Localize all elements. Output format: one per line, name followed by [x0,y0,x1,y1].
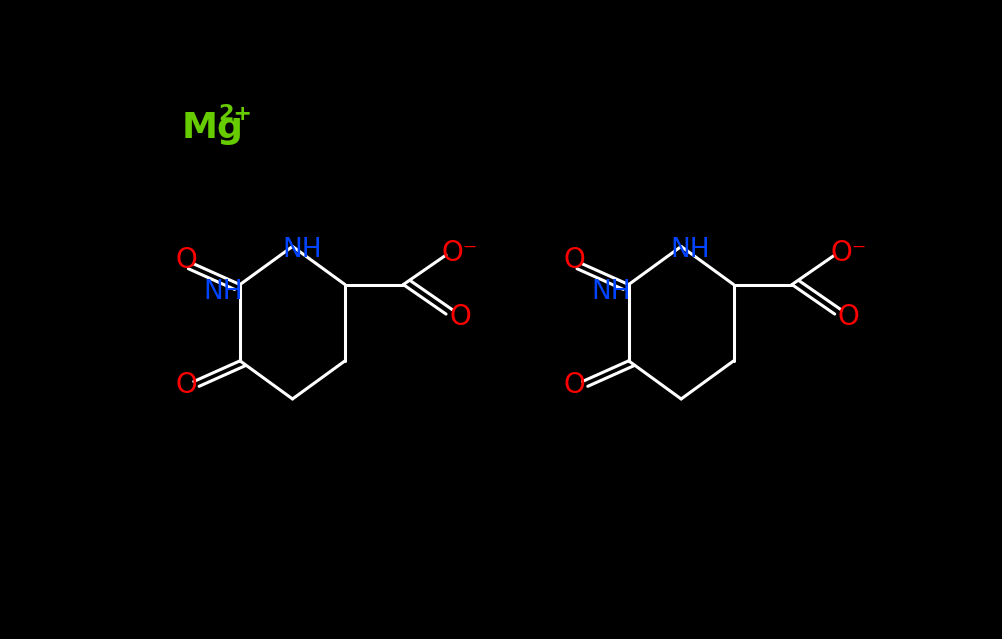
Text: O: O [175,246,196,274]
Text: O⁻: O⁻ [830,238,866,266]
Text: O⁻: O⁻ [442,238,478,266]
Text: O: O [175,371,196,399]
Text: O: O [449,302,471,330]
Text: Mg: Mg [181,111,242,145]
Text: NH: NH [282,237,322,263]
Text: NH: NH [591,279,630,305]
Text: O: O [837,302,859,330]
Text: NH: NH [670,237,709,263]
Text: 2+: 2+ [218,104,253,123]
Text: NH: NH [202,279,242,305]
Text: O: O [563,371,585,399]
Text: O: O [563,246,585,274]
